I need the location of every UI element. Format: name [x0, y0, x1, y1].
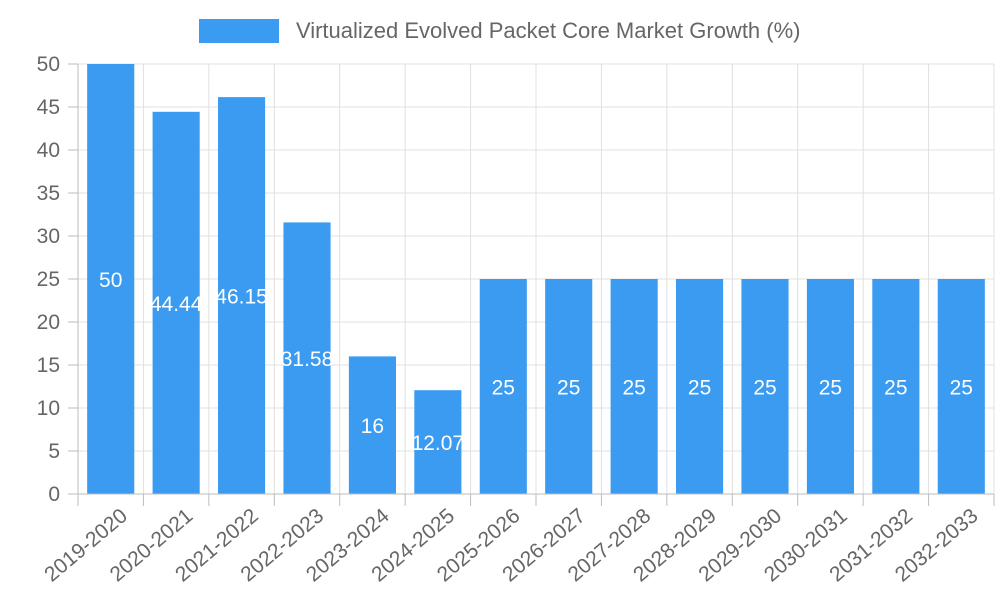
bar: [545, 279, 593, 494]
data-label: 25: [819, 377, 842, 400]
bar: [741, 279, 789, 494]
bar: [218, 97, 266, 495]
legend: Virtualized Evolved Packet Core Market G…: [0, 18, 1000, 44]
axes: [68, 63, 995, 506]
bar: [610, 279, 658, 494]
bar: [937, 279, 985, 494]
bar: [806, 279, 854, 494]
legend-swatch: [199, 19, 280, 43]
data-label: 16: [361, 415, 384, 438]
bar: [348, 356, 396, 494]
y-tick-label: 5: [48, 440, 60, 463]
data-label: 25: [622, 377, 645, 400]
y-tick-label: 45: [37, 96, 60, 119]
bar: [87, 64, 135, 494]
bar: [283, 222, 331, 495]
bar: [872, 279, 920, 494]
data-label: 25: [753, 377, 776, 400]
bar: [414, 390, 462, 494]
data-label: 12.07: [412, 432, 465, 455]
bars: [87, 64, 985, 495]
bar: [676, 279, 724, 494]
data-label: 25: [884, 377, 907, 400]
y-tick-label: 15: [37, 354, 60, 377]
y-tick-label: 35: [37, 182, 60, 205]
data-label: 44.44: [150, 293, 203, 316]
y-tick-label: 40: [37, 139, 60, 162]
grid-lines: [77, 63, 995, 495]
y-tick-label: 50: [37, 53, 60, 76]
data-label: 25: [557, 377, 580, 400]
data-label: 25: [688, 377, 711, 400]
data-label: 50: [99, 269, 122, 292]
y-tick-label: 10: [37, 397, 60, 420]
bar: [152, 111, 200, 494]
data-label: 25: [492, 377, 515, 400]
y-tick-label: 25: [37, 268, 60, 291]
legend-label: Virtualized Evolved Packet Core Market G…: [295, 18, 801, 43]
bar: [479, 279, 527, 494]
data-label: 25: [950, 377, 973, 400]
y-tick-label: 20: [37, 311, 60, 334]
y-tick-label: 0: [48, 483, 60, 506]
y-tick-label: 30: [37, 225, 60, 248]
data-label: 46.15: [215, 286, 268, 309]
data-label: 31.58: [281, 348, 334, 371]
